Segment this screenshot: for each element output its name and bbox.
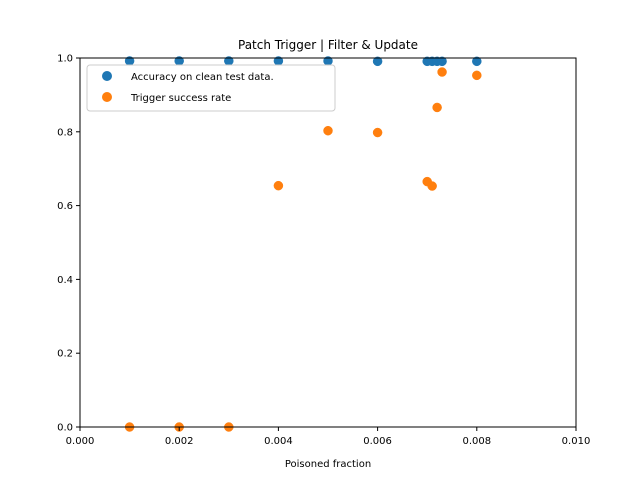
legend-label-trigger: Trigger success rate xyxy=(130,93,231,104)
series-accuracy xyxy=(124,56,482,67)
x-axis-title: Poisoned fraction xyxy=(285,459,371,470)
legend-marker-accuracy xyxy=(102,71,112,81)
x-tick-label: 0.000 xyxy=(66,436,95,447)
x-axis-ticks: 0.000 0.002 0.004 0.006 0.008 0.010 xyxy=(66,427,591,447)
accuracy-point xyxy=(372,56,383,67)
chart-title: Patch Trigger | Filter & Update xyxy=(238,38,418,52)
y-tick-label: 0.8 xyxy=(57,127,73,138)
legend-marker-trigger xyxy=(102,92,112,102)
trigger-success-point xyxy=(427,181,437,191)
trigger-success-point xyxy=(273,180,284,191)
accuracy-point xyxy=(472,56,482,67)
legend-box xyxy=(86,64,336,112)
x-tick-label: 0.008 xyxy=(462,436,491,447)
trigger-success-point xyxy=(432,102,442,113)
x-tick-label: 0.006 xyxy=(363,436,392,447)
plot-frame xyxy=(79,57,577,428)
x-tick-label: 0.002 xyxy=(165,436,194,447)
y-tick-label: 0.0 xyxy=(57,423,73,434)
y-tick-label: 1.0 xyxy=(57,54,73,65)
trigger-success-point xyxy=(372,127,383,138)
series-layer xyxy=(124,56,482,432)
y-axis-ticks: 0.0 0.2 0.4 0.6 0.8 1.0 xyxy=(57,54,80,434)
legend-label-accuracy: Accuracy on clean test data. xyxy=(131,72,274,83)
y-tick-label: 0.6 xyxy=(57,201,73,212)
y-tick-label: 0.4 xyxy=(57,275,73,286)
trigger-success-point xyxy=(437,67,447,77)
accuracy-point xyxy=(437,56,447,67)
legend: Accuracy on clean test data. Trigger suc… xyxy=(86,64,336,112)
y-tick-label: 0.2 xyxy=(57,349,73,360)
trigger-success-point xyxy=(323,125,333,136)
trigger-success-point xyxy=(472,70,482,81)
x-tick-label: 0.004 xyxy=(264,436,293,447)
x-tick-label: 0.010 xyxy=(562,436,591,447)
